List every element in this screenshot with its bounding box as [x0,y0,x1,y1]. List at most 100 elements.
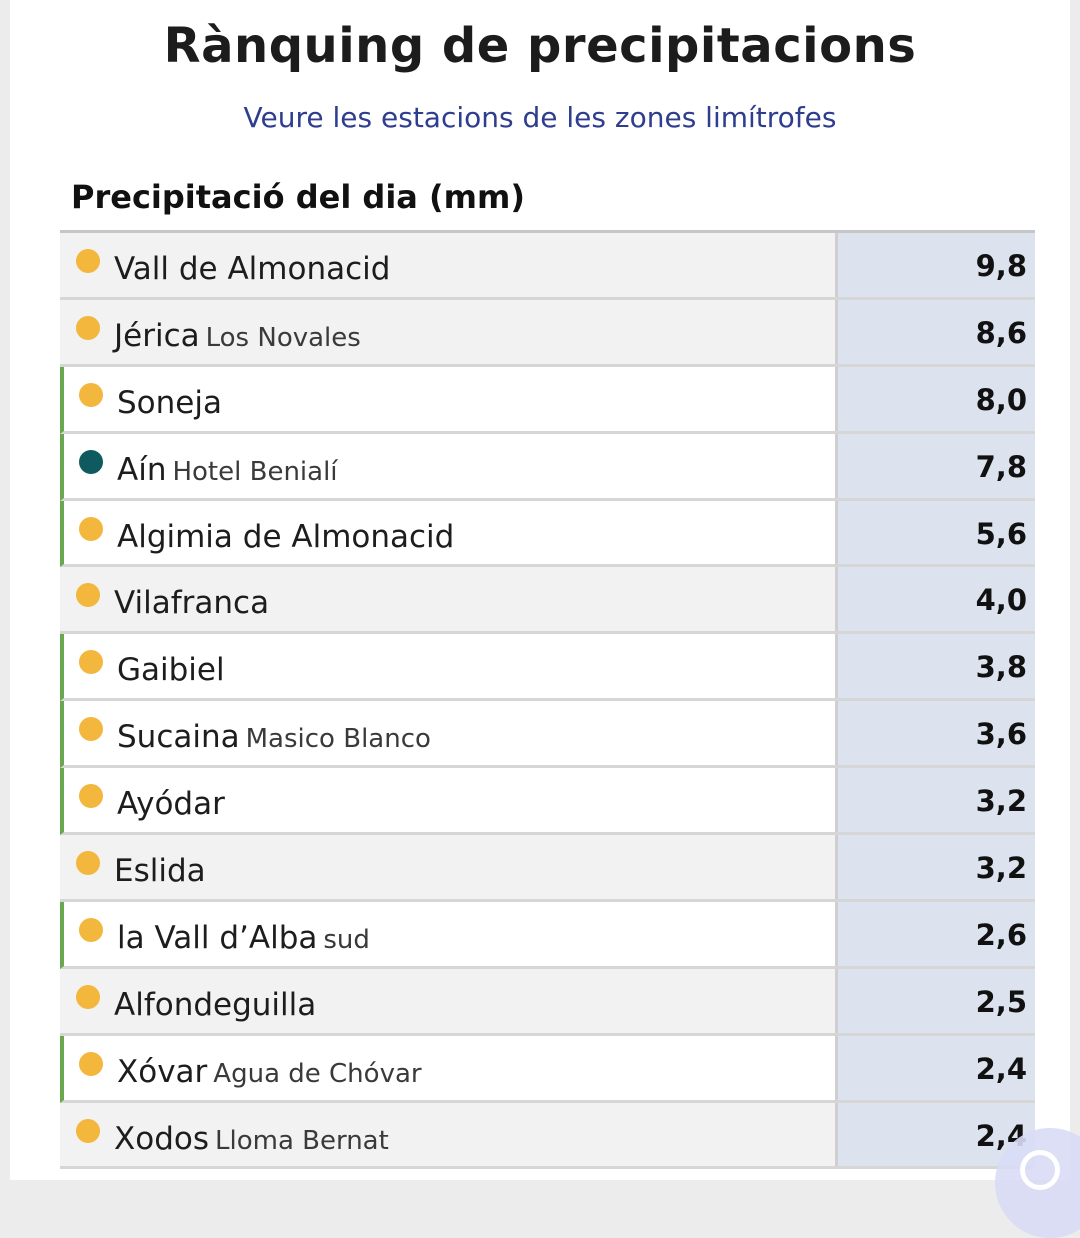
station-name-wrap: Vilafranca [114,585,275,621]
value-cell: 3,8 [838,634,1035,699]
value-cell: 8,6 [838,299,1035,364]
value-cell: 3,2 [838,835,1035,899]
station-name-wrap: Soneja [117,385,228,421]
station-dot-icon [76,851,100,876]
precipitation-value: 8,6 [975,315,1027,350]
value-cell: 2,5 [838,968,1035,1033]
station-name: Jérica [114,317,200,354]
station-cell: Eslida [60,835,838,899]
section-title: Precipitació del dia (mm) [71,178,525,216]
station-dot-icon [76,249,100,273]
table-row[interactable]: Jérica Los Novales 8,6 [60,299,1035,367]
value-cell: 8,0 [838,366,1035,431]
station-cell: Vilafranca [60,567,838,632]
station-dot-icon [76,583,100,608]
value-cell: 9,8 [838,233,1035,297]
station-cell: Vall de Almonacid [60,233,838,297]
station-cell: Algimia de Almonacid [64,500,838,565]
station-name-wrap: Aín Hotel Benialí [117,452,338,488]
station-dot-icon [79,449,103,474]
precipitation-value: 2,4 [975,1051,1027,1086]
station-name-wrap: Ayódar [117,786,231,822]
station-cell: Sucaina Masico Blanco [64,701,838,766]
station-dot-icon [76,315,100,340]
table-row[interactable]: Soneja 8,0 [60,366,1035,434]
station-dot-icon [79,650,103,675]
value-cell: 2,4 [838,1035,1035,1100]
station-name: Vall de Almonacid [114,251,391,287]
station-name-wrap: Sucaina Masico Blanco [117,719,431,755]
precipitation-value: 3,8 [975,650,1027,685]
accessibility-icon [1020,1150,1060,1190]
table-row[interactable]: Vall de Almonacid 9,8 [60,233,1035,300]
station-cell: Alfondeguilla [60,968,838,1033]
value-cell: 4,0 [838,567,1035,632]
precipitation-value: 8,0 [975,382,1027,417]
station-name: Alfondeguilla [114,986,317,1023]
station-subname: Hotel Benialí [172,456,338,487]
station-name-wrap: Algimia de Almonacid [117,519,460,555]
precipitation-value: 2,5 [975,984,1027,1019]
station-name-wrap: Gaibiel [117,652,231,688]
station-cell: Xóvar Agua de Chóvar [64,1035,838,1100]
station-name-wrap: Alfondeguilla [114,987,322,1023]
value-cell: 2,6 [838,901,1035,966]
station-dot-icon [76,1118,100,1143]
table-row[interactable]: Vilafranca 4,0 [60,567,1035,635]
value-cell: 7,8 [838,433,1035,498]
station-name: Gaibiel [117,652,225,689]
table-row[interactable]: Ayódar 3,2 [60,768,1035,836]
table-row[interactable]: Xodos Lloma Bernat 2,4 [60,1102,1035,1170]
station-name: Eslida [114,853,206,890]
value-cell: 3,2 [838,768,1035,833]
precipitation-value: 5,6 [975,516,1027,551]
table-row[interactable]: la Vall d’Alba sud 2,6 [60,901,1035,969]
station-subname: sud [323,924,370,955]
precipitation-value: 3,6 [975,717,1027,752]
station-dot-icon [79,717,103,742]
ranking-table: Vall de Almonacid 9,8 Jérica Los Novales … [60,230,1035,1170]
station-dot-icon [79,516,103,541]
station-name: la Vall d’Alba [117,919,318,956]
station-name-wrap: Xóvar Agua de Chóvar [117,1054,422,1090]
precipitation-value: 7,8 [975,449,1027,484]
precipitation-value: 9,8 [975,249,1027,283]
station-dot-icon [76,984,100,1009]
table-row[interactable]: Sucaina Masico Blanco 3,6 [60,701,1035,769]
station-name: Algimia de Almonacid [117,518,455,555]
station-subname: Lloma Bernat [215,1125,389,1156]
precipitation-value: 2,6 [975,917,1027,952]
value-cell: 5,6 [838,500,1035,565]
station-name-wrap: Xodos Lloma Bernat [114,1121,389,1157]
table-row[interactable]: Alfondeguilla 2,5 [60,968,1035,1036]
station-name: Sucaina [117,719,240,756]
station-cell: la Vall d’Alba sud [64,901,838,966]
station-name: Vilafranca [114,585,270,622]
station-subname: Los Novales [205,322,361,353]
station-name: Xodos [114,1120,209,1157]
value-cell: 3,6 [838,701,1035,766]
precipitation-value: 4,0 [975,583,1027,618]
precipitation-value: 3,2 [975,851,1027,886]
station-subname: Masico Blanco [245,724,431,755]
station-name: Aín [117,451,167,488]
station-name: Soneja [117,384,222,421]
station-name: Xóvar [117,1053,208,1090]
table-row[interactable]: Algimia de Almonacid 5,6 [60,500,1035,568]
station-dot-icon [79,382,103,407]
nearby-stations-link[interactable]: Veure les estacions de les zones limítro… [243,101,837,134]
station-cell: Jérica Los Novales [60,299,838,364]
page-title: Rànquing de precipitacions [163,18,917,74]
table-row[interactable]: Xóvar Agua de Chóvar 2,4 [60,1035,1035,1103]
table-row[interactable]: Aín Hotel Benialí 7,8 [60,433,1035,501]
station-dot-icon [79,1051,103,1076]
station-name-wrap: Eslida [114,853,212,889]
table-row[interactable]: Gaibiel 3,8 [60,634,1035,702]
station-name-wrap: la Vall d’Alba sud [117,920,370,956]
station-name-wrap: Vall de Almonacid [114,251,396,287]
table-row[interactable]: Eslida 3,2 [60,835,1035,902]
station-cell: Gaibiel [64,634,838,699]
station-cell: Soneja [64,366,838,431]
station-name-wrap: Jérica Los Novales [114,318,361,354]
page: Rànquing de precipitacions Veure les est… [10,0,1080,1238]
